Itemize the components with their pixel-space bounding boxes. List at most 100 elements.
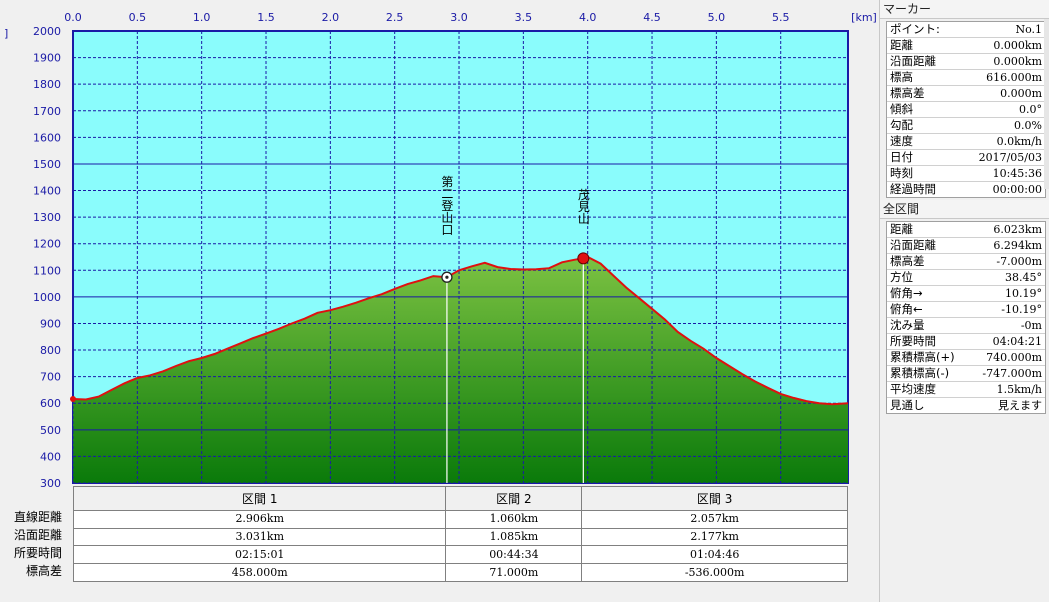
elevation-profile-chart[interactable]: 2000 1900 1800 1700 1600 1500 1400 1300 1200 1100… bbox=[0, 0, 876, 602]
all-section-info-box: 距離 6.023km 沿面距離 6.294km 標高差 -7.000m 方位 38.45° 俯角… bbox=[886, 221, 1046, 414]
marker-value: 0.0km/h bbox=[996, 135, 1042, 148]
marker-key: 傾斜 bbox=[890, 102, 913, 116]
all-row: 俯角→ 10.19° bbox=[887, 286, 1045, 302]
y-axis-bracket: ] bbox=[4, 27, 8, 40]
marker-value: 0.0° bbox=[1019, 103, 1042, 116]
x-tick-label: 2.0 bbox=[322, 11, 340, 24]
all-key: 俯角→ bbox=[890, 286, 923, 300]
section-2-surface: 1.085km bbox=[445, 527, 583, 547]
elevation-area-fill bbox=[73, 257, 848, 483]
marker-value: No.1 bbox=[1015, 23, 1042, 36]
y-tick-label: 900 bbox=[40, 317, 61, 330]
all-value: 38.45° bbox=[1005, 271, 1042, 284]
all-row: 沿面距離 6.294km bbox=[887, 238, 1045, 254]
all-key: 方位 bbox=[890, 270, 913, 284]
x-tick-label: 3.5 bbox=[515, 11, 533, 24]
section-stats-table: 区間 1 区間 2 区間 3 2.906km 1.060km 2.057km 3… bbox=[72, 486, 848, 582]
panel-scrollbar[interactable] bbox=[1044, 19, 1049, 189]
all-section-panel-title: 全区間 bbox=[880, 200, 1049, 219]
section-1-straight: 2.906km bbox=[72, 510, 447, 529]
all-value: 10.19° bbox=[1005, 287, 1042, 300]
marker-panel-title: マーカー bbox=[880, 0, 1049, 19]
marker-row: 日付 2017/05/03 bbox=[887, 150, 1045, 166]
x-tick-label: 4.5 bbox=[643, 11, 661, 24]
marker-row: 標高 616.000m bbox=[887, 70, 1045, 86]
x-tick-label: 5.0 bbox=[708, 11, 726, 24]
y-tick-label: 800 bbox=[40, 344, 61, 357]
section-row-labels: 直線距離 沿面距離 所要時間 標高差 bbox=[0, 509, 72, 581]
marker-value: 2017/05/03 bbox=[978, 151, 1042, 164]
all-key: 距離 bbox=[890, 222, 913, 236]
marker-row: 速度 0.0km/h bbox=[887, 134, 1045, 150]
section-3-straight: 2.057km bbox=[581, 510, 848, 529]
waypoint-label-summit: 茂見山 bbox=[576, 188, 590, 224]
marker-key: 標高 bbox=[890, 70, 913, 84]
marker-row: 沿面距離 0.000km bbox=[887, 54, 1045, 70]
marker-value: 616.000m bbox=[986, 71, 1042, 84]
section-2-header[interactable]: 区間 2 bbox=[445, 486, 583, 511]
y-tick-label: 1700 bbox=[33, 105, 61, 118]
x-tick-label: 1.0 bbox=[193, 11, 211, 24]
all-value: -10.19° bbox=[1001, 303, 1042, 316]
all-value: 6.023km bbox=[993, 223, 1042, 236]
marker-key: 勾配 bbox=[890, 118, 913, 132]
marker-key: 日付 bbox=[890, 150, 913, 164]
marker-value: 0.000km bbox=[993, 39, 1042, 52]
all-row: 距離 6.023km bbox=[887, 222, 1045, 238]
y-tick-label: 1300 bbox=[33, 211, 61, 224]
y-tick-label: 1600 bbox=[33, 131, 61, 144]
section-2-straight: 1.060km bbox=[445, 510, 583, 529]
waypoint-marker-summit bbox=[577, 252, 590, 265]
all-value: 1.5km/h bbox=[996, 383, 1042, 396]
all-row: 所要時間 04:04:21 bbox=[887, 334, 1045, 350]
marker-row: ポイント: No.1 bbox=[887, 22, 1045, 38]
all-key: 所要時間 bbox=[890, 334, 936, 348]
row-label-straight: 直線距離 bbox=[13, 510, 62, 524]
info-side-panel: マーカー ポイント: No.1 距離 0.000km 沿面距離 0.000km 標高 616.… bbox=[879, 0, 1049, 602]
section-1-elev: 458.000m bbox=[72, 563, 447, 582]
x-tick-label: 1.5 bbox=[257, 11, 275, 24]
all-row: 見通し 見えます bbox=[887, 398, 1045, 413]
all-row: 標高差 -7.000m bbox=[887, 254, 1045, 270]
all-value: 見えます bbox=[998, 399, 1042, 412]
marker-row: 標高差 0.000m bbox=[887, 86, 1045, 102]
all-key: 平均速度 bbox=[890, 382, 936, 396]
all-row: 方位 38.45° bbox=[887, 270, 1045, 286]
waypoint-marker-trailhead-dot bbox=[445, 275, 449, 279]
section-3-header[interactable]: 区間 3 bbox=[581, 486, 848, 511]
all-key: 累積標高(-) bbox=[890, 366, 950, 380]
all-key: 沿面距離 bbox=[890, 238, 936, 252]
all-key: 累積標高(+) bbox=[890, 350, 955, 364]
section-1-header[interactable]: 区間 1 bbox=[72, 486, 447, 511]
x-tick-label: 0.5 bbox=[129, 11, 147, 24]
y-tick-label: 500 bbox=[40, 424, 61, 437]
x-tick-label: 5.5 bbox=[772, 11, 790, 24]
all-value: 740.000m bbox=[986, 351, 1042, 364]
section-2-time: 00:44:34 bbox=[445, 545, 583, 565]
marker-row: 勾配 0.0% bbox=[887, 118, 1045, 134]
x-tick-label: 3.0 bbox=[450, 11, 468, 24]
marker-row: 傾斜 0.0° bbox=[887, 102, 1045, 118]
marker-info-box: ポイント: No.1 距離 0.000km 沿面距離 0.000km 標高 616.000m 標… bbox=[886, 21, 1046, 198]
x-unit-label: [km] bbox=[851, 11, 876, 24]
all-row: 沈み量 -0m bbox=[887, 318, 1045, 334]
all-key: 標高差 bbox=[890, 254, 925, 268]
waypoint-label-trailhead: 第二登山口 bbox=[440, 175, 454, 235]
marker-value: 00:00:00 bbox=[992, 183, 1042, 196]
all-key: 見通し bbox=[890, 398, 925, 412]
all-value: -747.000m bbox=[982, 367, 1042, 380]
marker-value: 0.000km bbox=[993, 55, 1042, 68]
marker-key: 時刻 bbox=[890, 166, 913, 180]
marker-value: 0.0% bbox=[1014, 119, 1042, 132]
y-tick-label: 1000 bbox=[33, 291, 61, 304]
section-1-time: 02:15:01 bbox=[72, 545, 447, 565]
y-tick-label: 2000 bbox=[33, 25, 61, 38]
all-row: 累積標高(-) -747.000m bbox=[887, 366, 1045, 382]
elevation-line bbox=[72, 255, 849, 406]
section-3-time: 01:04:46 bbox=[581, 545, 848, 565]
y-tick-label: 1500 bbox=[33, 158, 61, 171]
all-row: 累積標高(+) 740.000m bbox=[887, 350, 1045, 366]
row-label-surface: 沿面距離 bbox=[13, 528, 62, 542]
marker-key: 標高差 bbox=[890, 86, 925, 100]
marker-key: 速度 bbox=[890, 134, 913, 148]
